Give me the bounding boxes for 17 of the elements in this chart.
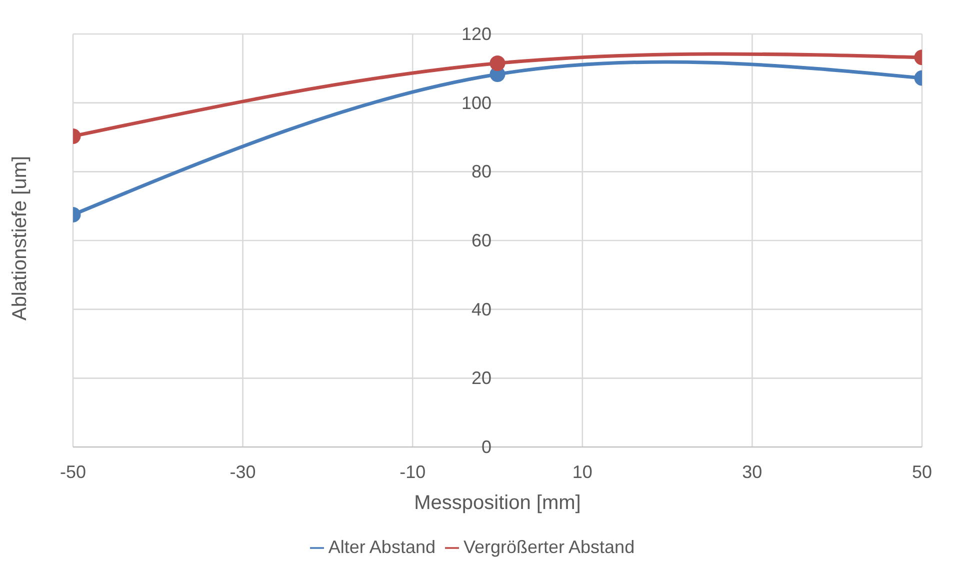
y-tick-label: 40 — [471, 299, 492, 320]
y-tick-label: 80 — [471, 162, 492, 182]
legend-label: Alter Abstand — [328, 537, 436, 557]
x-tick-label: -30 — [230, 462, 256, 482]
x-tick-label: 50 — [912, 462, 932, 482]
y-axis-title: Ablationstiefe [um] — [9, 156, 32, 320]
x-tick-label: 10 — [572, 462, 592, 482]
y-tick-label: 120 — [461, 24, 492, 44]
x-axis-title: Messposition [mm] — [414, 492, 581, 514]
x-tick-label: -10 — [400, 462, 426, 482]
y-tick-label: 0 — [481, 437, 492, 457]
legend-label: Vergrößerter Abstand — [463, 537, 635, 557]
y-tick-label: 20 — [471, 368, 492, 388]
x-tick-label: 30 — [742, 462, 762, 482]
x-tick-label: -50 — [60, 462, 86, 482]
y-tick-label: 60 — [471, 230, 492, 250]
y-tick-label: 100 — [461, 92, 492, 113]
